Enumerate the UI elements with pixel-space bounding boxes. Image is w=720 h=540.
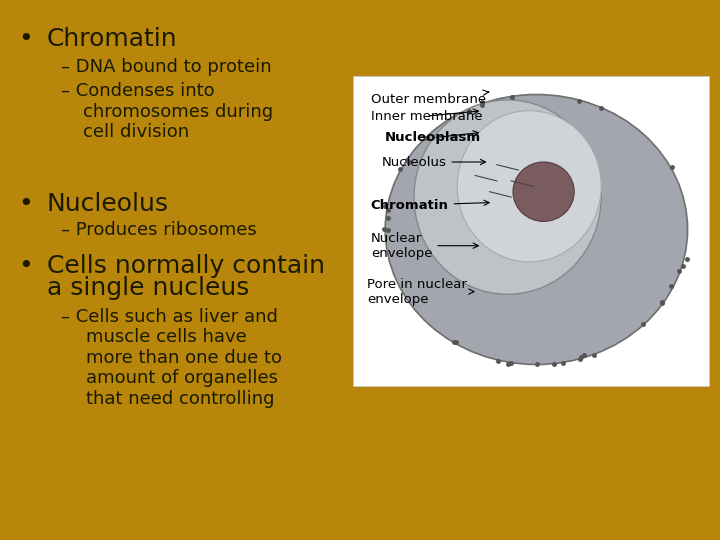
Text: more than one due to: more than one due to	[86, 349, 282, 367]
FancyBboxPatch shape	[353, 76, 709, 386]
Ellipse shape	[414, 100, 601, 294]
Text: chromosomes during: chromosomes during	[83, 103, 273, 120]
Text: Nucleolus: Nucleolus	[382, 156, 485, 168]
Text: •: •	[18, 27, 32, 51]
Text: – DNA bound to protein: – DNA bound to protein	[61, 58, 272, 76]
Ellipse shape	[457, 111, 601, 262]
Text: – Produces ribosomes: – Produces ribosomes	[61, 221, 257, 239]
Text: cell division: cell division	[83, 123, 189, 141]
Text: a single nucleus: a single nucleus	[47, 276, 249, 300]
Text: •: •	[18, 192, 32, 215]
Text: Nuclear
envelope: Nuclear envelope	[371, 232, 478, 260]
Text: Outer membrane: Outer membrane	[371, 90, 489, 106]
Text: Chromatin: Chromatin	[371, 199, 489, 212]
Ellipse shape	[513, 162, 575, 221]
Text: that need controlling: that need controlling	[86, 390, 275, 408]
Text: Pore in nuclear
envelope: Pore in nuclear envelope	[367, 278, 474, 306]
Ellipse shape	[385, 94, 688, 364]
Text: •: •	[18, 254, 32, 278]
Text: muscle cells have: muscle cells have	[86, 328, 247, 346]
Text: Inner membrane: Inner membrane	[371, 109, 482, 123]
Text: – Condenses into: – Condenses into	[61, 82, 215, 100]
Text: Nucleolus: Nucleolus	[47, 192, 168, 215]
Text: amount of organelles: amount of organelles	[86, 369, 279, 387]
Text: – Cells such as liver and: – Cells such as liver and	[61, 308, 278, 326]
Text: Nucleoplasm: Nucleoplasm	[385, 131, 482, 144]
Text: Cells normally contain: Cells normally contain	[47, 254, 325, 278]
Text: Chromatin: Chromatin	[47, 27, 177, 51]
